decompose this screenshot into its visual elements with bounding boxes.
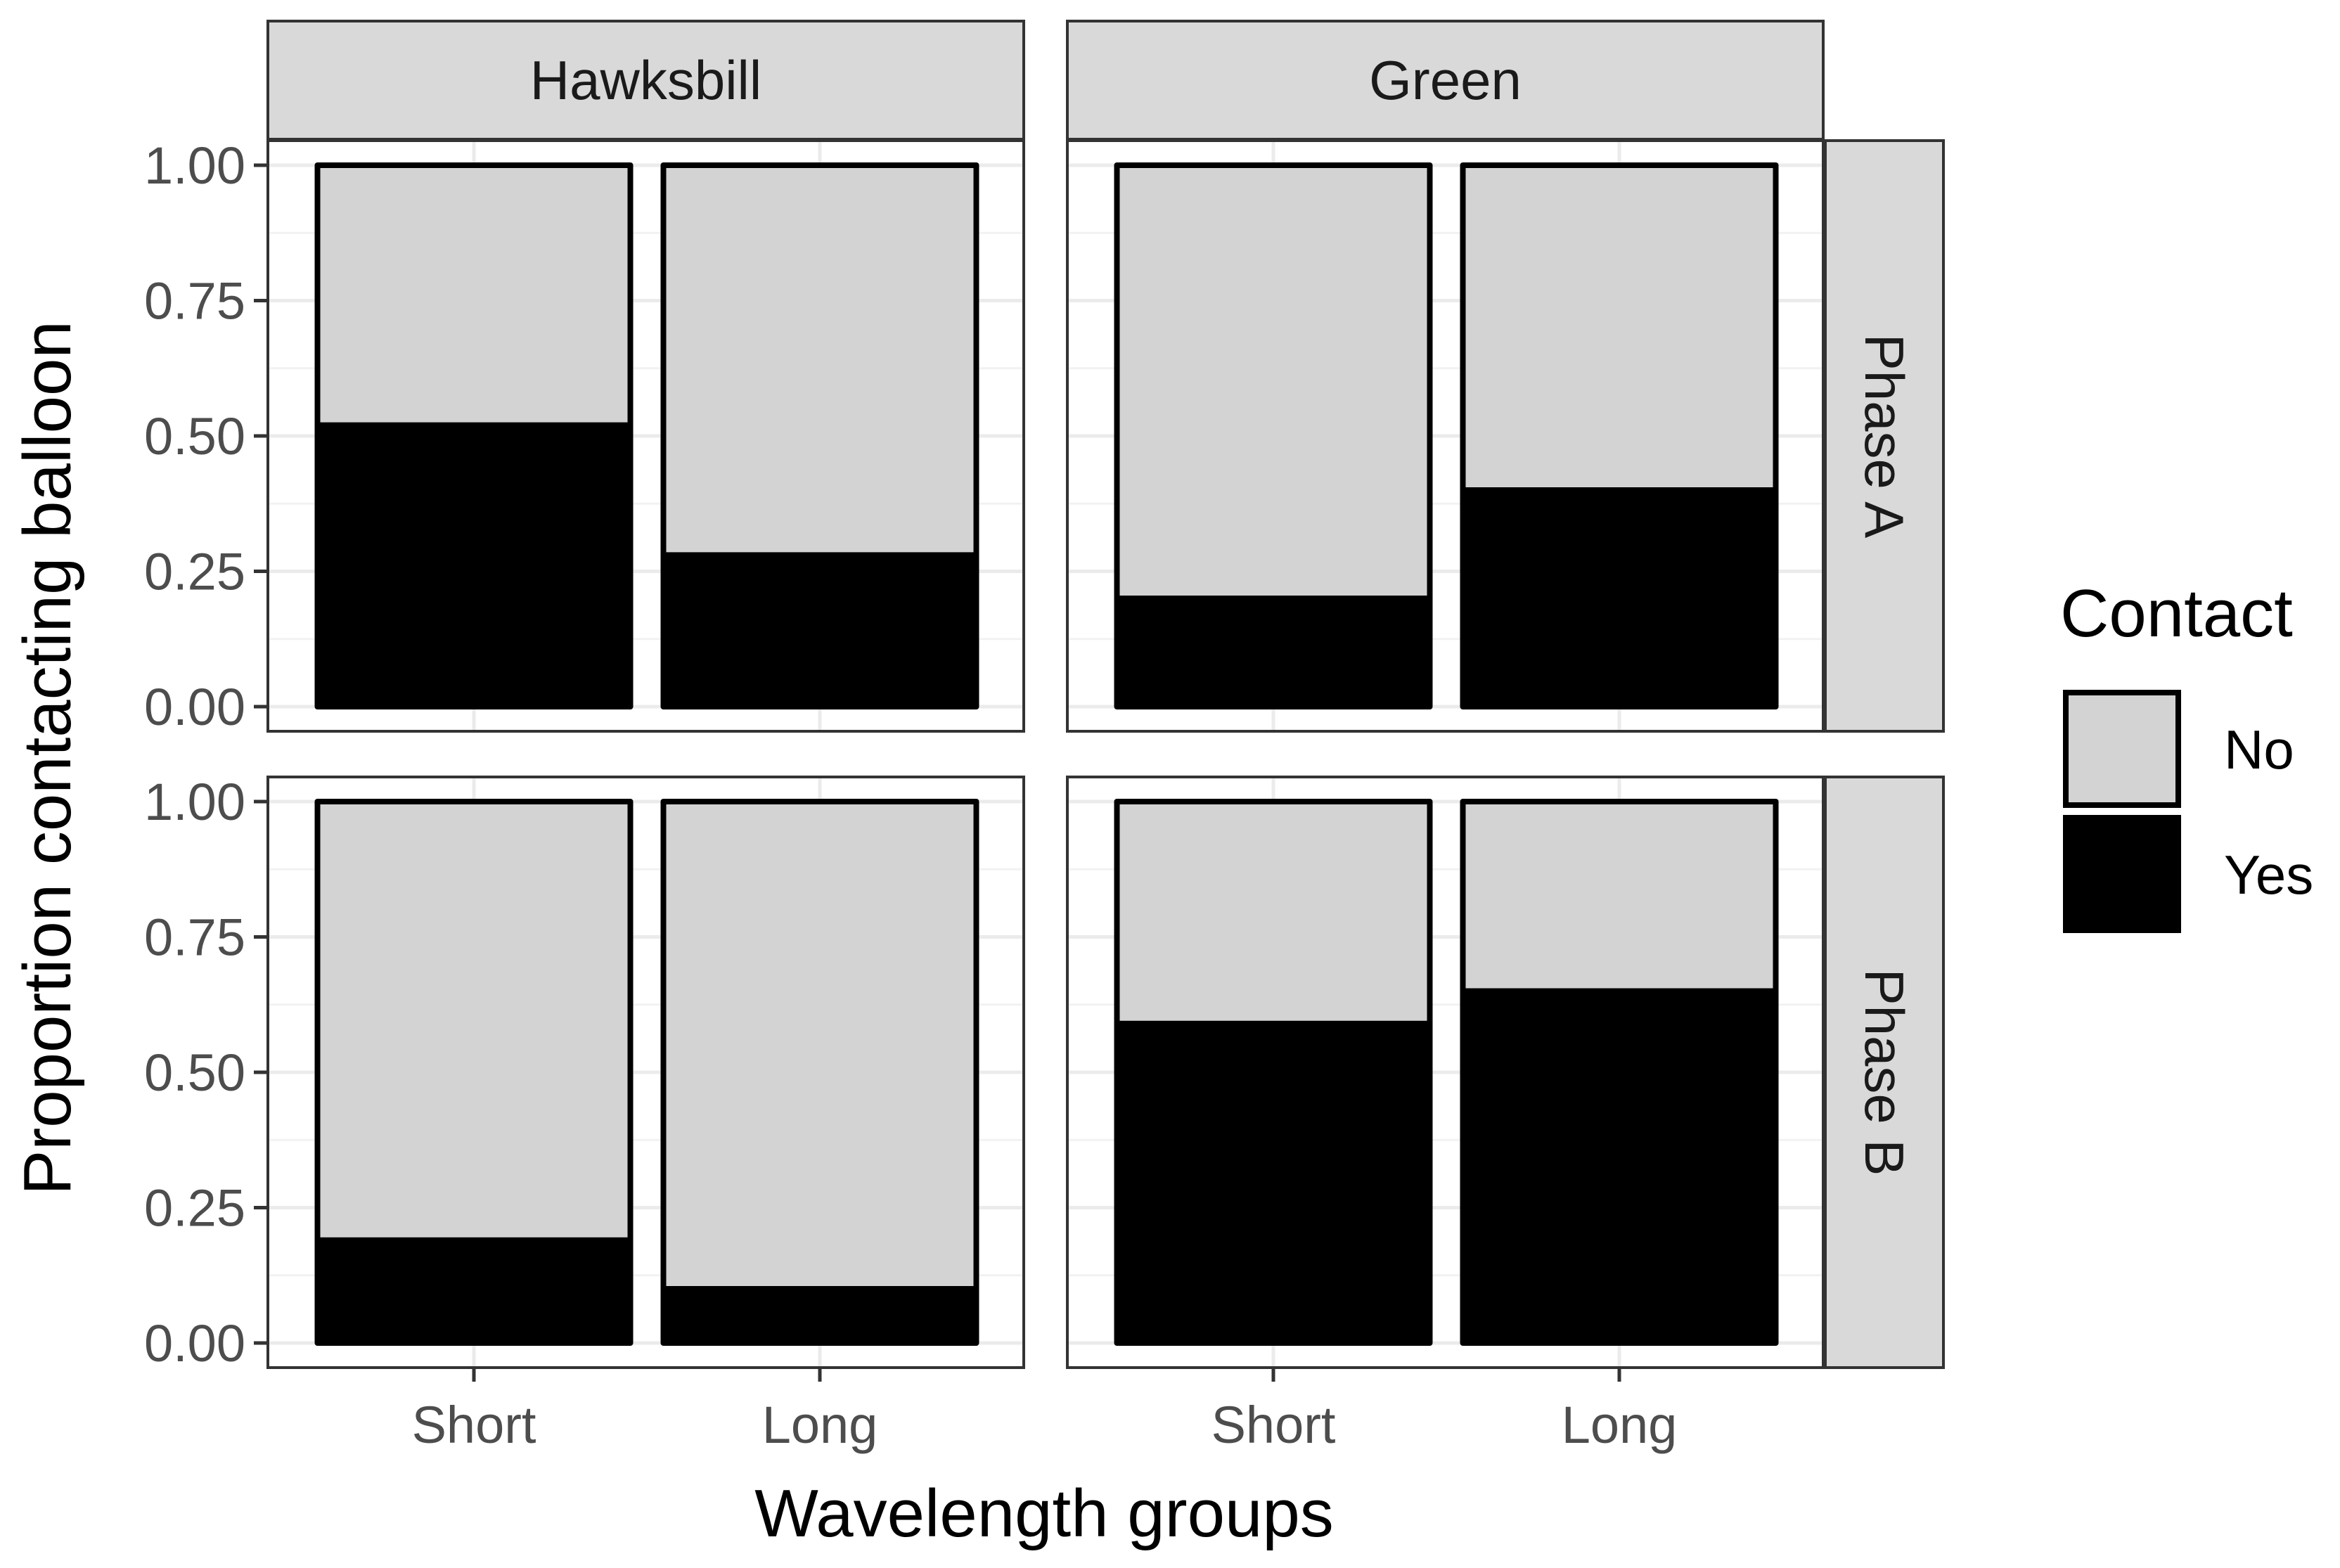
bar-no-long-green-phase-a	[1460, 162, 1779, 493]
bar-yes-long-green-phase-b	[1460, 988, 1779, 1346]
y-tick-label: 0.00	[144, 1314, 245, 1373]
legend-entry-yes: Yes	[2063, 815, 2313, 933]
legend-entry-no: No	[2063, 690, 2294, 808]
strip-label-phase-a: Phase A	[1853, 334, 1915, 539]
x-tick-label-long: Long	[1562, 1396, 1678, 1454]
bar-yes-long-hawksbill-phase-b	[660, 1286, 979, 1346]
y-axis-title: Proportion contacting balloon	[10, 321, 85, 1195]
strip-phase-b: Phase B	[1824, 776, 1945, 1369]
legend-key-no	[2063, 690, 2181, 808]
legend-key-yes	[2063, 815, 2181, 933]
y-tick-label: 1.00	[144, 773, 245, 831]
bar-yes-short-green-phase-a	[1114, 596, 1433, 709]
bar-no-short-hawksbill-phase-a	[314, 162, 634, 428]
bar-no-short-green-phase-b	[1114, 799, 1433, 1027]
strip-background	[266, 20, 1025, 141]
x-tick-label-short: Short	[1211, 1396, 1336, 1454]
bar-no-short-hawksbill-phase-b	[314, 799, 634, 1243]
bar-no-long-hawksbill-phase-b	[660, 799, 979, 1292]
axes-layer: 0.00 0.25 0.50 0.75 1.00 0.00 0.25 0.50 0.75 1.00…	[144, 136, 1677, 1454]
bar-no-long-hawksbill-phase-a	[660, 162, 979, 558]
x-tick-label-long: Long	[762, 1396, 878, 1454]
strip-background	[1824, 776, 1945, 1369]
panel-hawksbill-phase-a	[266, 139, 1025, 733]
panels-layer	[266, 139, 1825, 1369]
legend-label-no: No	[2224, 719, 2294, 780]
bar-no-short-green-phase-a	[1114, 162, 1433, 601]
strip-background	[1066, 20, 1825, 141]
strip-hawksbill: Hawksbill	[266, 20, 1025, 141]
strip-phase-a: Phase A	[1824, 139, 1945, 733]
legend: Contact No Yes	[2060, 576, 2313, 933]
y-tick-label: 0.00	[144, 678, 245, 736]
strip-label-hawksbill: Hawksbill	[530, 49, 761, 111]
y-tick-label: 0.75	[144, 272, 245, 330]
strip-green: Green	[1066, 20, 1825, 141]
bar-yes-short-green-phase-b	[1114, 1020, 1433, 1346]
panel-border	[1066, 776, 1825, 1369]
y-tick-label: 0.25	[144, 543, 245, 601]
legend-title: Contact	[2060, 576, 2293, 651]
strips-layer: Hawksbill Green Phase A Phase B	[266, 20, 1945, 1369]
legend-keys: No Yes	[2063, 690, 2313, 933]
strip-background	[1824, 139, 1945, 733]
bar-yes-short-hawksbill-phase-a	[314, 422, 634, 709]
bar-yes-short-hawksbill-phase-b	[314, 1237, 634, 1346]
legend-label-yes: Yes	[2224, 844, 2313, 906]
x-tick-label-short: Short	[412, 1396, 536, 1454]
x-axis-title: Wavelength groups	[754, 1476, 1334, 1551]
bar-no-long-green-phase-b	[1460, 799, 1779, 994]
panel-hawksbill-phase-b	[266, 776, 1025, 1369]
bar-yes-long-hawksbill-phase-a	[660, 552, 979, 710]
y-tick-label: 0.50	[144, 407, 245, 465]
y-tick-label: 1.00	[144, 136, 245, 195]
y-tick-label: 0.75	[144, 908, 245, 967]
strip-label-green: Green	[1369, 49, 1522, 111]
panel-green-phase-a	[1066, 139, 1825, 733]
strip-label-phase-b: Phase B	[1853, 969, 1915, 1176]
y-tick-label: 0.25	[144, 1179, 245, 1238]
panel-green-phase-b	[1066, 776, 1825, 1369]
bar-yes-long-green-phase-a	[1460, 487, 1779, 709]
y-tick-label: 0.50	[144, 1043, 245, 1102]
